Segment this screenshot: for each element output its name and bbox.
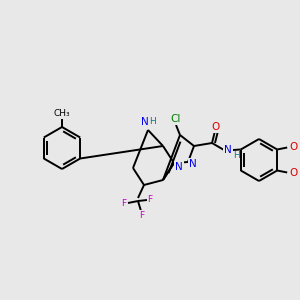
Text: F: F — [122, 200, 127, 208]
Text: N: N — [224, 145, 232, 155]
Text: N: N — [175, 162, 183, 172]
Text: N: N — [189, 159, 197, 169]
Text: Cl: Cl — [171, 114, 181, 124]
Text: CH₃: CH₃ — [54, 109, 70, 118]
Text: O: O — [289, 167, 297, 178]
Text: H: H — [150, 118, 156, 127]
Text: O: O — [212, 122, 220, 132]
Text: F: F — [140, 211, 145, 220]
Text: H: H — [232, 152, 239, 160]
Text: N: N — [141, 117, 149, 127]
Text: O: O — [289, 142, 297, 152]
Text: F: F — [147, 194, 153, 203]
